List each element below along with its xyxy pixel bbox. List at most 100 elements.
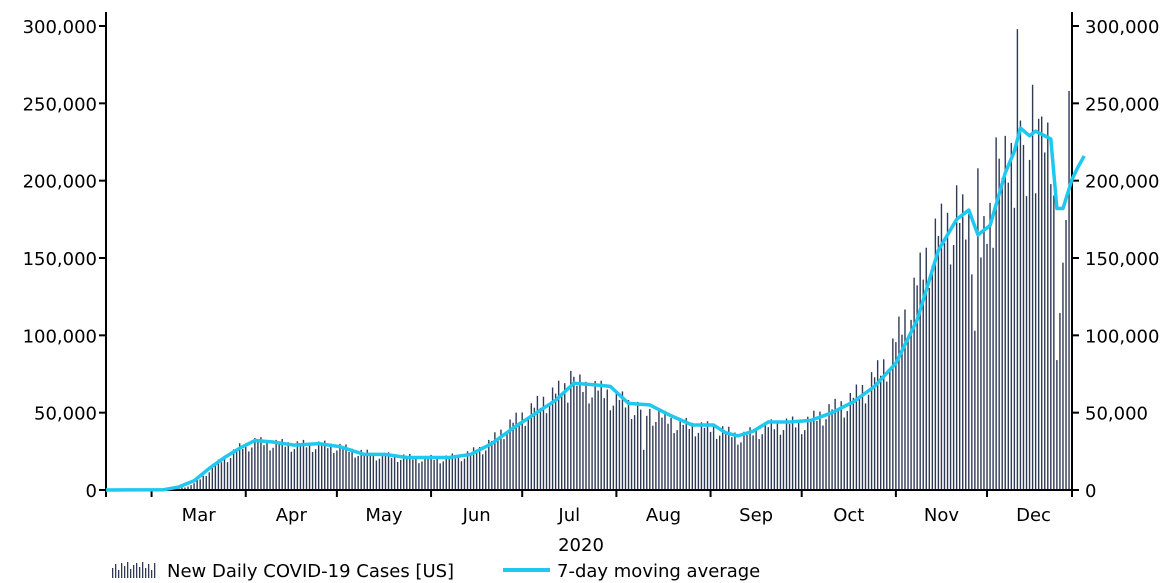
daily-cases-bar: [223, 457, 226, 490]
daily-cases-bar: [466, 451, 469, 490]
daily-cases-bar: [308, 442, 311, 490]
daily-cases-bar: [302, 439, 305, 490]
legend-bar-swatch-bar: [139, 567, 141, 578]
daily-cases-bar: [184, 487, 186, 490]
x-axis-label: 2020: [558, 535, 604, 556]
daily-cases-bar: [439, 463, 441, 490]
daily-cases-bar: [922, 279, 924, 490]
daily-cases-bar: [861, 384, 864, 490]
daily-cases-bar: [321, 445, 323, 490]
x-tick-label-month: Apr: [276, 505, 308, 526]
daily-cases-bar: [600, 380, 602, 490]
daily-cases-bar: [968, 213, 970, 491]
daily-cases-bar: [554, 393, 557, 490]
daily-cases-bar: [846, 411, 848, 490]
daily-cases-bar: [254, 438, 256, 490]
daily-cases-bar: [445, 455, 447, 490]
daily-cases-bar: [284, 446, 286, 490]
daily-cases-bar: [564, 383, 566, 490]
y-tick-label-right: 200,000: [1085, 172, 1159, 193]
daily-cases-bar: [324, 440, 326, 490]
daily-cases-bar: [1028, 159, 1031, 490]
daily-cases-bar: [336, 450, 338, 490]
daily-cases-bar: [633, 415, 636, 490]
daily-cases-bar: [1050, 184, 1052, 490]
daily-cases-bar: [867, 394, 870, 490]
daily-cases-bar: [949, 264, 952, 490]
daily-cases-bar: [725, 432, 727, 490]
daily-cases-bar: [500, 429, 502, 490]
daily-cases-bar: [661, 417, 663, 490]
daily-cases-bar: [272, 447, 274, 490]
daily-cases-bar: [551, 387, 554, 490]
daily-cases-bar: [649, 408, 651, 490]
daily-cases-bar: [375, 460, 378, 490]
daily-cases-bar: [557, 380, 560, 490]
daily-cases-bar: [737, 444, 739, 490]
daily-cases-bar: [998, 158, 1000, 490]
daily-cases-bar: [740, 442, 742, 490]
daily-cases-bar: [712, 425, 715, 490]
daily-cases-bar: [475, 452, 478, 490]
daily-cases-bar: [1025, 196, 1028, 490]
daily-cases-bar: [226, 462, 229, 490]
legend-bar-swatch-bar: [151, 570, 153, 578]
daily-cases-bar: [387, 452, 390, 490]
daily-cases-bar: [594, 380, 596, 490]
daily-cases-bar: [889, 370, 891, 490]
daily-cases-bar: [381, 452, 384, 490]
daily-cases-bar: [561, 395, 563, 490]
daily-cases-bar: [709, 431, 712, 490]
y-tick-label-right: 250,000: [1085, 94, 1159, 115]
daily-cases-bar: [718, 435, 721, 490]
y-tick-label-left: 300,000: [23, 17, 97, 38]
daily-cases-bar: [275, 439, 277, 490]
daily-cases-bar: [797, 420, 800, 490]
daily-cases-bar: [928, 287, 930, 490]
daily-cases-bar: [494, 432, 496, 490]
daily-cases-bar: [892, 338, 894, 490]
daily-cases-bar: [643, 449, 645, 490]
daily-cases-bar: [409, 453, 411, 490]
daily-cases-bar: [773, 429, 776, 490]
daily-cases-bar: [333, 453, 335, 490]
daily-cases-bar: [907, 338, 909, 490]
daily-cases-bar: [755, 428, 757, 490]
daily-cases-bar: [187, 486, 189, 490]
daily-cases-bar: [843, 417, 845, 490]
daily-cases-bar: [1001, 177, 1003, 490]
daily-cases-bar: [181, 487, 183, 490]
daily-cases-bar: [1034, 193, 1037, 491]
daily-cases-bar: [281, 438, 283, 490]
daily-cases-bar: [314, 449, 317, 490]
daily-cases-bar: [606, 389, 608, 490]
daily-cases-bar: [242, 449, 244, 490]
legend-bar-swatch-bar: [154, 563, 156, 578]
daily-cases-bar: [676, 430, 678, 490]
daily-cases-bar: [801, 434, 803, 490]
y-tick-label-right: 0: [1085, 481, 1096, 502]
daily-cases-bar: [211, 465, 214, 490]
daily-cases-bar: [971, 274, 973, 490]
daily-cases-bar: [509, 419, 511, 490]
daily-cases-bar: [260, 437, 262, 490]
daily-cases-bar: [703, 427, 706, 490]
daily-cases-bar: [193, 483, 195, 490]
daily-cases-bar: [245, 443, 247, 490]
daily-cases-bar: [1004, 135, 1006, 490]
daily-cases-bar: [834, 398, 836, 490]
daily-cases-bar: [263, 445, 265, 490]
daily-cases-bar: [731, 437, 733, 490]
daily-cases-bar: [527, 419, 529, 490]
daily-cases-bar: [682, 424, 684, 490]
daily-cases-bar: [977, 168, 979, 491]
daily-cases-bar: [378, 458, 381, 490]
daily-cases-bar: [828, 404, 830, 490]
daily-cases-bar: [940, 203, 943, 490]
daily-cases-bar: [910, 319, 912, 490]
daily-cases-bar: [582, 392, 584, 490]
y-tick-label-left: 150,000: [23, 249, 97, 270]
y-tick-label-left: 50,000: [34, 404, 97, 425]
daily-cases-bar: [1044, 152, 1046, 490]
daily-cases-bar: [743, 431, 745, 490]
